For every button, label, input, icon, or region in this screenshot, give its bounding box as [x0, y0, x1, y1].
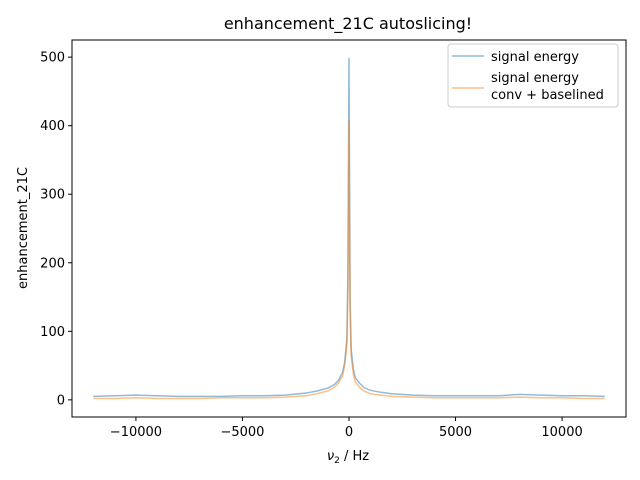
y-axis: 0 100 200 300 400 500	[40, 51, 72, 408]
legend-box	[447, 43, 619, 108]
legend: signal energy signal energy conv + basel…	[447, 43, 619, 108]
x-tick-label: −5000	[220, 425, 264, 440]
legend-label-signal-energy-conv-line1: signal energy	[491, 71, 579, 86]
x-axis-label-symbol: ν	[327, 449, 334, 464]
series-line-signal-energy-conv	[93, 119, 605, 400]
y-tick-label: 0	[57, 393, 65, 408]
legend-label-signal-energy-conv-line2: conv + baselined	[491, 88, 604, 103]
y-tick-label: 400	[40, 119, 65, 134]
x-tick-label: 5000	[439, 425, 472, 440]
x-axis-label: ν2 / Hz	[327, 449, 369, 466]
y-tick-label: 100	[40, 325, 65, 340]
x-axis-label-subscript: 2	[334, 456, 340, 466]
y-axis-label: enhancement_21C	[16, 167, 31, 289]
series-line-signal-energy	[93, 57, 605, 398]
y-tick-label: 200	[40, 256, 65, 271]
x-axis: −10000 −5000 0 5000 10000	[110, 417, 583, 440]
x-tick-label: 0	[345, 425, 353, 440]
x-tick-label: −10000	[110, 425, 162, 440]
chart-title: enhancement_21C autoslicing!	[224, 14, 472, 34]
x-axis-label-unit: / Hz	[340, 449, 369, 464]
legend-label-signal-energy: signal energy	[491, 50, 579, 65]
plot-lines	[93, 57, 605, 400]
y-tick-label: 300	[40, 188, 65, 203]
x-tick-label: 10000	[541, 425, 582, 440]
y-tick-label: 500	[40, 51, 65, 66]
